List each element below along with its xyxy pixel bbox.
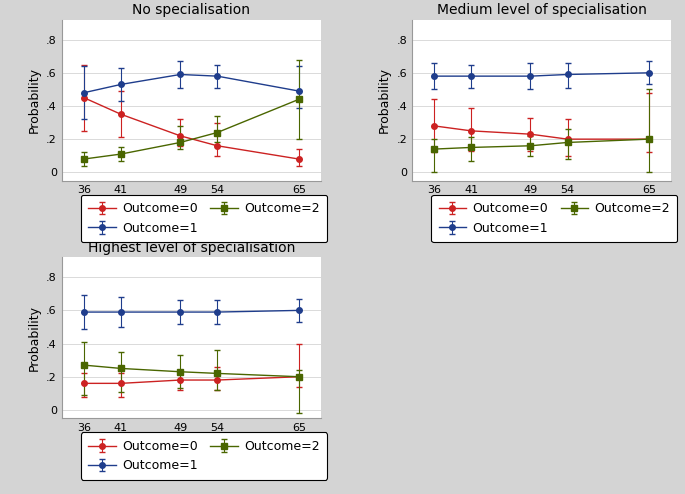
Y-axis label: Probability: Probability bbox=[27, 67, 40, 133]
Legend: Outcome=0, Outcome=1, Outcome=2: Outcome=0, Outcome=1, Outcome=2 bbox=[81, 432, 327, 480]
Legend: Outcome=0, Outcome=1, Outcome=2: Outcome=0, Outcome=1, Outcome=2 bbox=[431, 195, 677, 242]
X-axis label: Age: Age bbox=[179, 439, 203, 452]
X-axis label: Age: Age bbox=[530, 201, 553, 214]
Title: No specialisation: No specialisation bbox=[132, 3, 250, 17]
X-axis label: Age: Age bbox=[179, 201, 203, 214]
Title: Highest level of specialisation: Highest level of specialisation bbox=[88, 241, 295, 255]
Title: Medium level of specialisation: Medium level of specialisation bbox=[436, 3, 647, 17]
Y-axis label: Probability: Probability bbox=[377, 67, 390, 133]
Y-axis label: Probability: Probability bbox=[27, 305, 40, 371]
Legend: Outcome=0, Outcome=1, Outcome=2: Outcome=0, Outcome=1, Outcome=2 bbox=[81, 195, 327, 242]
